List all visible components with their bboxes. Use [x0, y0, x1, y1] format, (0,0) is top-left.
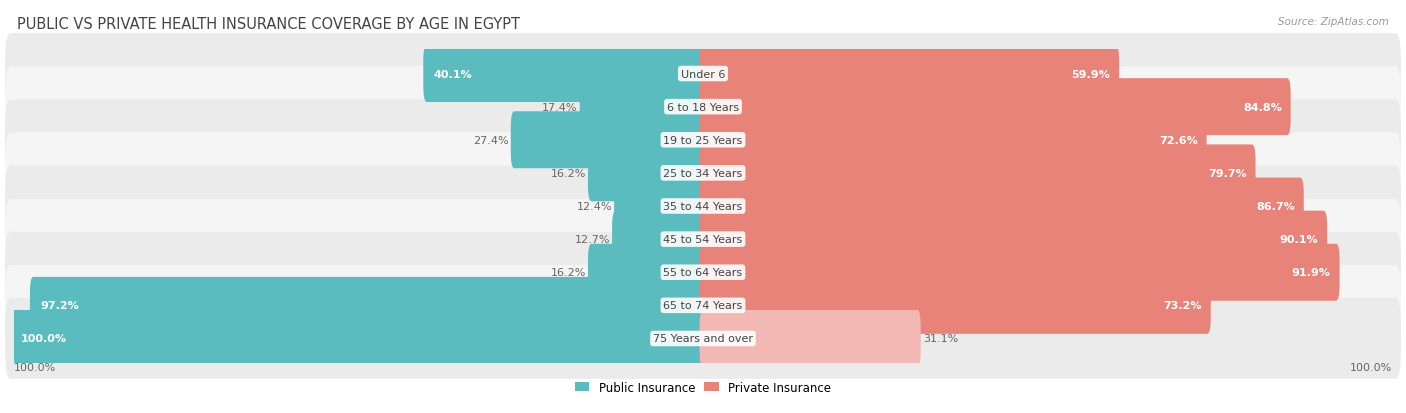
Text: 17.4%: 17.4%: [543, 102, 578, 112]
FancyBboxPatch shape: [579, 79, 706, 136]
Text: 86.7%: 86.7%: [1256, 202, 1295, 211]
Text: 12.7%: 12.7%: [575, 235, 610, 244]
FancyBboxPatch shape: [700, 244, 1340, 301]
Text: 72.6%: 72.6%: [1159, 135, 1198, 145]
Text: 84.8%: 84.8%: [1243, 102, 1282, 112]
Text: 6 to 18 Years: 6 to 18 Years: [666, 102, 740, 112]
Text: 59.9%: 59.9%: [1071, 69, 1111, 79]
Text: 79.7%: 79.7%: [1208, 169, 1247, 178]
Text: 40.1%: 40.1%: [433, 69, 472, 79]
Legend: Public Insurance, Private Insurance: Public Insurance, Private Insurance: [571, 376, 835, 399]
Text: 16.2%: 16.2%: [551, 169, 586, 178]
FancyBboxPatch shape: [700, 79, 1291, 136]
FancyBboxPatch shape: [11, 310, 706, 367]
Text: 12.4%: 12.4%: [576, 202, 612, 211]
FancyBboxPatch shape: [6, 298, 1400, 379]
FancyBboxPatch shape: [700, 277, 1211, 334]
Text: 91.9%: 91.9%: [1292, 268, 1330, 278]
Text: 19 to 25 Years: 19 to 25 Years: [664, 135, 742, 145]
FancyBboxPatch shape: [612, 211, 706, 268]
Text: 27.4%: 27.4%: [472, 135, 509, 145]
FancyBboxPatch shape: [700, 46, 1119, 103]
Text: 16.2%: 16.2%: [551, 268, 586, 278]
FancyBboxPatch shape: [6, 265, 1400, 346]
FancyBboxPatch shape: [700, 112, 1206, 169]
FancyBboxPatch shape: [6, 34, 1400, 115]
FancyBboxPatch shape: [700, 310, 921, 367]
FancyBboxPatch shape: [6, 67, 1400, 148]
Text: PUBLIC VS PRIVATE HEALTH INSURANCE COVERAGE BY AGE IN EGYPT: PUBLIC VS PRIVATE HEALTH INSURANCE COVER…: [17, 17, 520, 31]
Text: 100.0%: 100.0%: [21, 334, 67, 344]
Text: 73.2%: 73.2%: [1163, 301, 1202, 311]
FancyBboxPatch shape: [6, 100, 1400, 181]
Text: 45 to 54 Years: 45 to 54 Years: [664, 235, 742, 244]
FancyBboxPatch shape: [510, 112, 706, 169]
Text: 31.1%: 31.1%: [922, 334, 957, 344]
FancyBboxPatch shape: [6, 166, 1400, 247]
Text: 90.1%: 90.1%: [1279, 235, 1319, 244]
Text: 65 to 74 Years: 65 to 74 Years: [664, 301, 742, 311]
FancyBboxPatch shape: [700, 211, 1327, 268]
FancyBboxPatch shape: [614, 178, 706, 235]
Text: 25 to 34 Years: 25 to 34 Years: [664, 169, 742, 178]
Text: Source: ZipAtlas.com: Source: ZipAtlas.com: [1278, 17, 1389, 26]
FancyBboxPatch shape: [30, 277, 706, 334]
Text: 75 Years and over: 75 Years and over: [652, 334, 754, 344]
Text: 35 to 44 Years: 35 to 44 Years: [664, 202, 742, 211]
Text: Under 6: Under 6: [681, 69, 725, 79]
Text: 55 to 64 Years: 55 to 64 Years: [664, 268, 742, 278]
FancyBboxPatch shape: [6, 133, 1400, 214]
FancyBboxPatch shape: [588, 244, 706, 301]
FancyBboxPatch shape: [700, 145, 1256, 202]
FancyBboxPatch shape: [6, 199, 1400, 280]
Text: 97.2%: 97.2%: [41, 301, 79, 311]
FancyBboxPatch shape: [700, 178, 1303, 235]
FancyBboxPatch shape: [6, 232, 1400, 313]
Text: 100.0%: 100.0%: [14, 362, 56, 372]
FancyBboxPatch shape: [423, 46, 706, 103]
FancyBboxPatch shape: [588, 145, 706, 202]
Text: 100.0%: 100.0%: [1350, 362, 1392, 372]
